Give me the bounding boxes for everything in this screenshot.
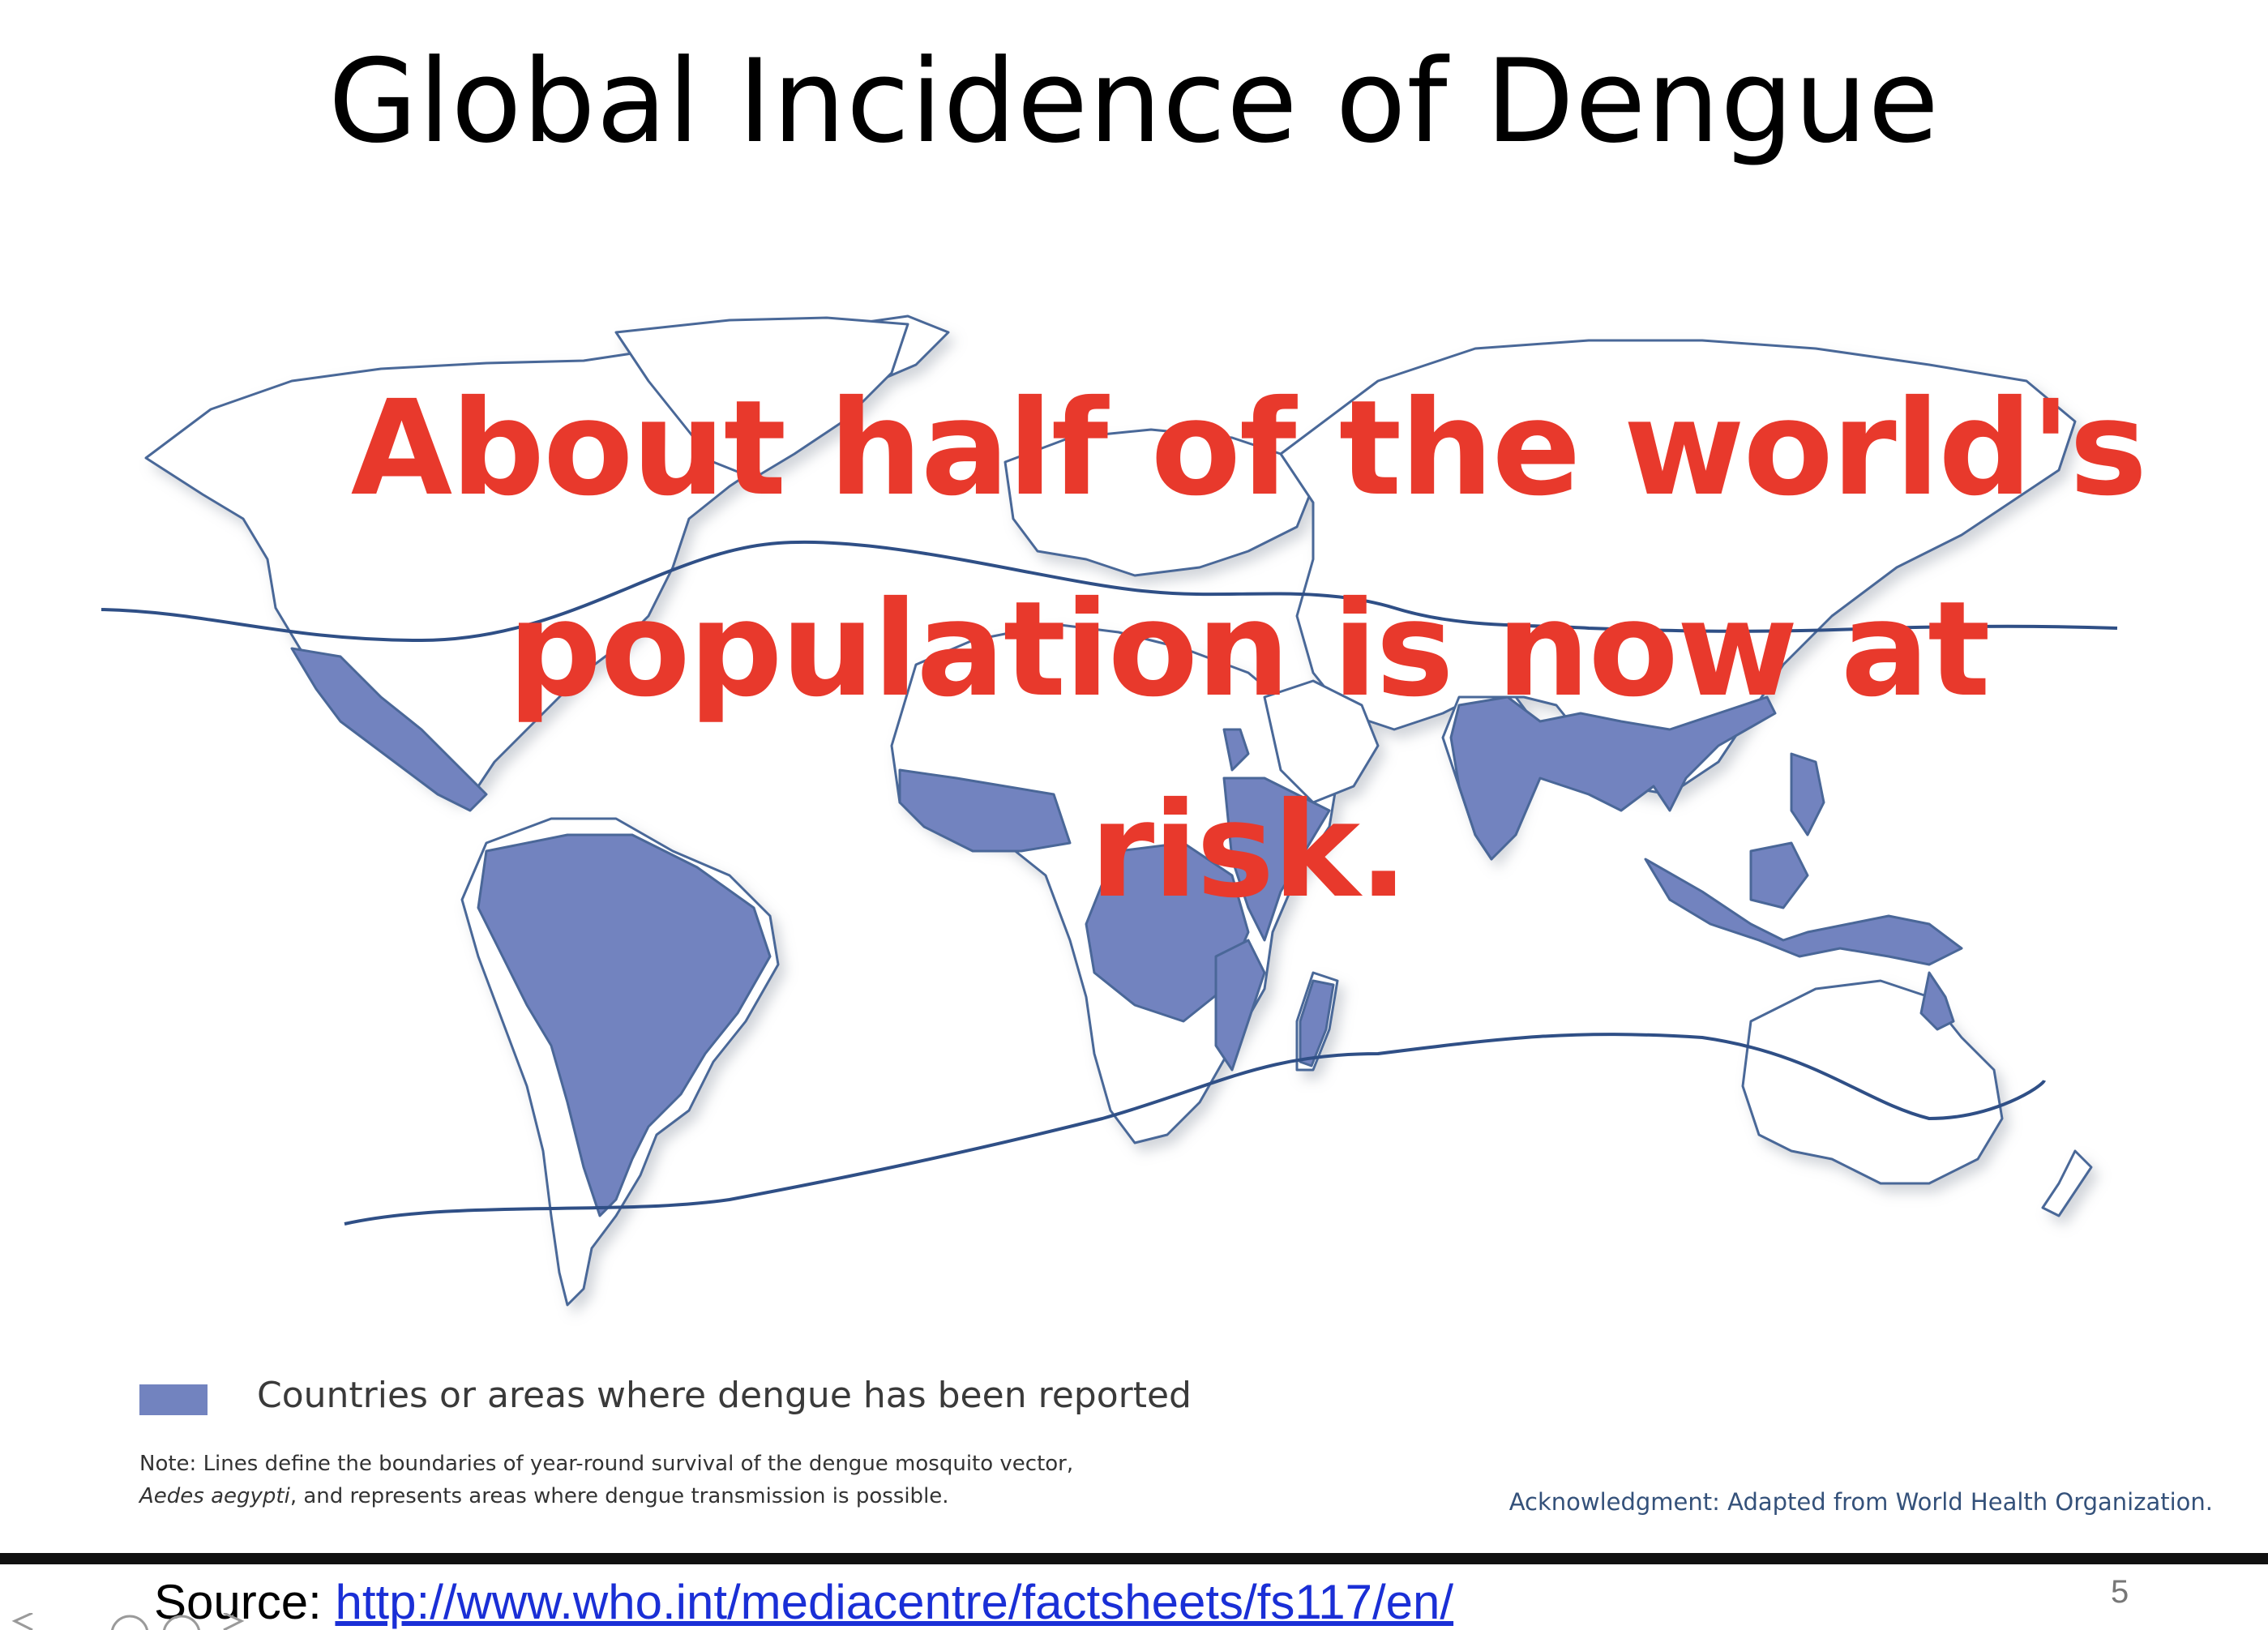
queensland-dengue xyxy=(1919,971,1955,1031)
new-zealand-land xyxy=(2041,1149,2093,1217)
maritime-southeast-asia-dengue xyxy=(1644,858,1963,966)
southeast-africa-dengue xyxy=(1214,939,1266,1072)
note-line-1: Note: Lines define the boundaries of yea… xyxy=(139,1452,1074,1476)
east-africa-dengue xyxy=(1222,776,1331,942)
west-africa-dengue xyxy=(898,768,1072,853)
philippines-dengue xyxy=(1790,752,1825,836)
legend-label: Countries or areas where dengue has been… xyxy=(257,1375,1192,1416)
slideshow-controls[interactable] xyxy=(0,1613,259,1630)
legend-swatch xyxy=(139,1384,208,1415)
madagascar-dengue xyxy=(1299,979,1335,1067)
central-africa-dengue xyxy=(1085,841,1250,1023)
next-arrow-icon xyxy=(223,1613,245,1630)
southern-boundary-line xyxy=(344,1033,2046,1226)
slide-title: Global Incidence of Dengue xyxy=(328,35,1940,169)
south-america-dengue xyxy=(477,833,772,1217)
callout-line-2: population is now at risk. xyxy=(507,574,1990,927)
risk-callout: About half of the world's population is … xyxy=(332,349,2164,952)
south-asia-dengue xyxy=(1449,695,1777,861)
aedes-boundary-lines xyxy=(101,540,2118,1226)
borneo-dengue xyxy=(1749,841,1809,909)
map-note: Note: Lines define the boundaries of yea… xyxy=(139,1448,1073,1512)
red-sea-coast-dengue xyxy=(1222,728,1250,772)
europe-land xyxy=(1003,428,1315,577)
callout-line-1: About half of the world's xyxy=(350,373,2147,525)
note-species: Aedes aegypti xyxy=(139,1484,290,1508)
note-line-2: Aedes aegypti, and represents areas wher… xyxy=(139,1480,1073,1512)
note-line-2-rest: , and represents areas where dengue tran… xyxy=(289,1484,949,1508)
northern-boundary-line xyxy=(101,540,2118,643)
footer-rule xyxy=(0,1553,2268,1564)
zoom-icon xyxy=(163,1615,200,1630)
pen-tool-icon xyxy=(111,1615,148,1630)
source-line: Source: http://www.who.int/mediacentre/f… xyxy=(154,1574,1453,1630)
page-number: 5 xyxy=(2111,1574,2129,1610)
australia-land xyxy=(1741,979,2004,1185)
previous-arrow-icon xyxy=(11,1613,33,1630)
source-link[interactable]: http://www.who.int/mediacentre/factsheet… xyxy=(335,1575,1454,1629)
acknowledgment: Acknowledgment: Adapted from World Healt… xyxy=(1508,1488,2213,1516)
mexico-central-america-dengue xyxy=(290,647,488,812)
dengue-areas xyxy=(290,647,1963,1217)
arabia-land xyxy=(1263,679,1380,804)
greenland-land xyxy=(614,316,909,480)
